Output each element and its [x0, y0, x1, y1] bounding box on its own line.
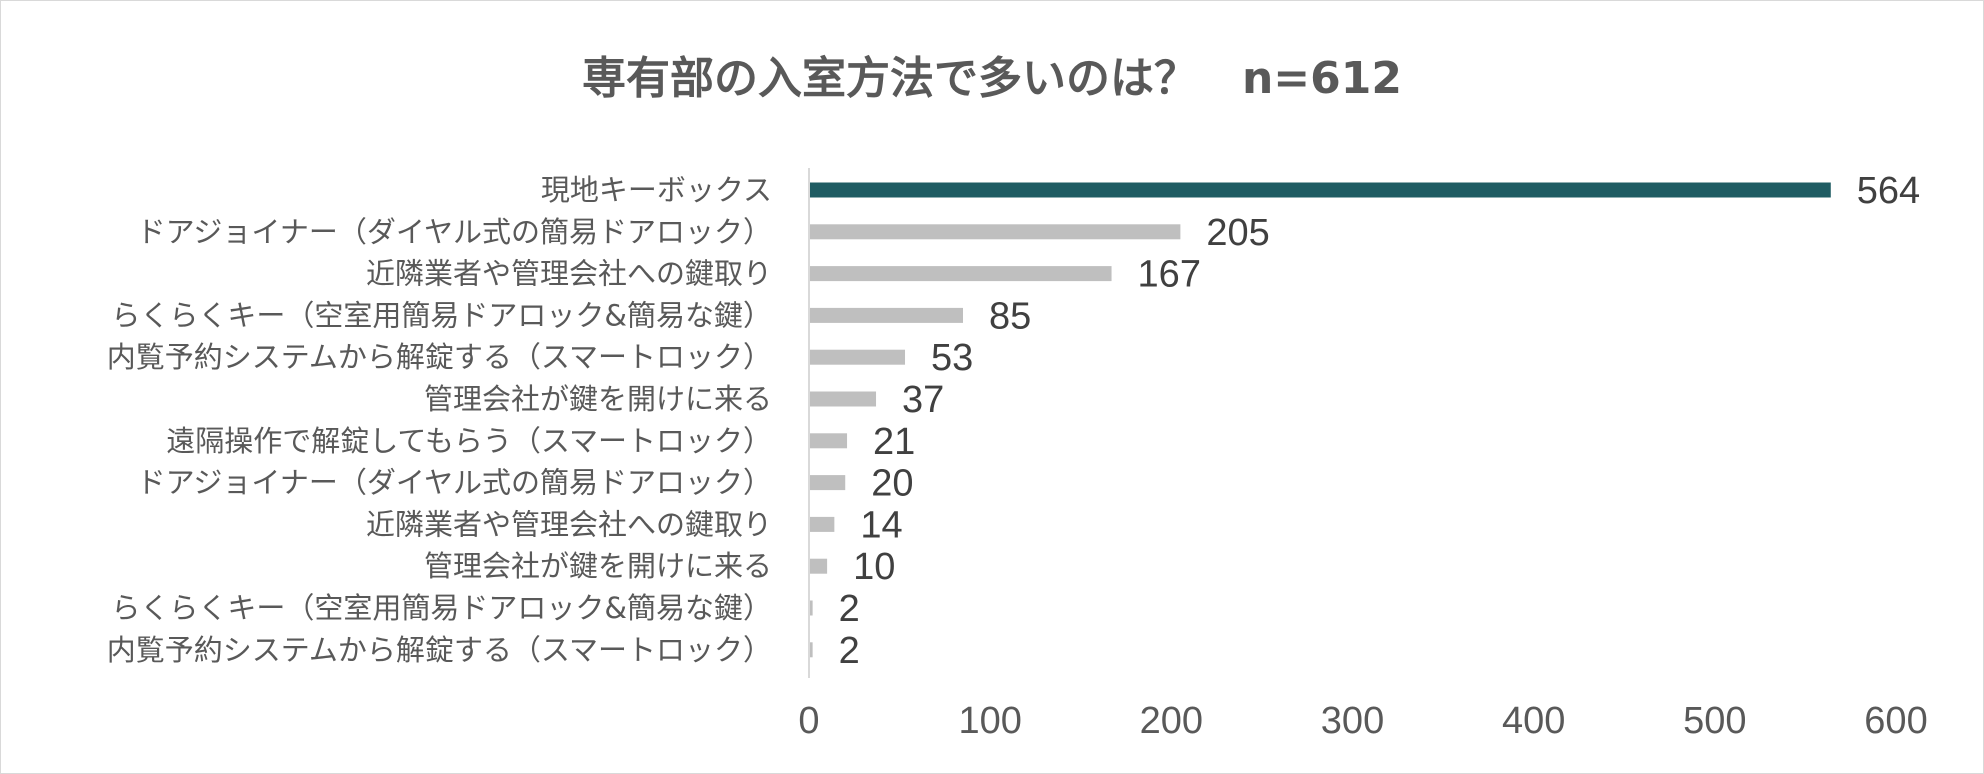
x-tick-label: 600 [1864, 700, 1927, 742]
bar [809, 224, 1181, 240]
category-label: 近隣業者や管理会社への鍵取り [366, 507, 772, 541]
bar [809, 349, 906, 365]
category-label: 管理会社が鍵を開けに来る [424, 382, 772, 416]
category-label: らくらくキー（空室用簡易ドアロック&簡易な鍵） [111, 298, 772, 332]
bar [809, 307, 963, 323]
category-label: 遠隔操作で解錠してもらう（スマートロック） [166, 424, 772, 458]
bar [809, 266, 1112, 282]
category-label: ドアジョイナー（ダイヤル式の簡易ドアロック） [137, 466, 772, 500]
category-label: 管理会社が鍵を開けに来る [424, 549, 772, 583]
bar [809, 433, 848, 449]
bar [809, 642, 813, 658]
data-label: 85 [989, 295, 1031, 337]
x-tick-label: 100 [958, 700, 1021, 742]
data-label: 2 [839, 588, 860, 630]
bar [809, 475, 846, 491]
bar [809, 600, 813, 616]
bar [809, 182, 1831, 198]
x-tick-label: 300 [1321, 700, 1384, 742]
data-label: 20 [871, 463, 913, 505]
data-label: 564 [1857, 170, 1920, 212]
x-tick-label: 400 [1502, 700, 1565, 742]
x-tick-label: 0 [798, 700, 819, 742]
category-label: ドアジョイナー（ダイヤル式の簡易ドアロック） [137, 215, 772, 249]
chart-title: 専有部の入室方法で多いのは？ n=612 [581, 53, 1403, 104]
bar [809, 558, 828, 574]
data-label: 2 [839, 630, 860, 672]
x-tick-label: 200 [1140, 700, 1203, 742]
data-label: 37 [902, 379, 944, 421]
data-label: 167 [1138, 254, 1201, 296]
x-tick-label: 500 [1683, 700, 1746, 742]
category-label: らくらくキー（空室用簡易ドアロック&簡易な鍵） [111, 591, 772, 625]
bar [809, 391, 877, 407]
category-label: 内覧予約システムから解錠する（スマートロック） [107, 340, 772, 374]
data-label: 205 [1206, 212, 1269, 254]
category-label: 近隣業者や管理会社への鍵取り [366, 257, 772, 291]
bar [809, 516, 835, 532]
category-label: 内覧予約システムから解錠する（スマートロック） [107, 633, 772, 667]
category-label: 現地キーボックス [541, 173, 772, 207]
data-label: 53 [931, 337, 973, 379]
data-label: 14 [860, 504, 902, 546]
data-label: 21 [873, 421, 915, 463]
data-label: 10 [853, 546, 895, 588]
